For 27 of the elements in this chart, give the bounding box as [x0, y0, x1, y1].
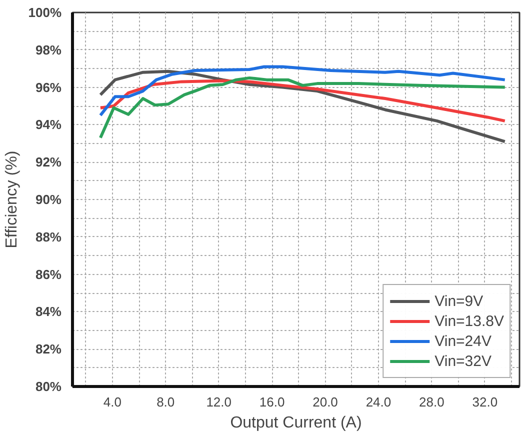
y-tick-label: 80%: [35, 379, 62, 394]
y-tick-label: 96%: [35, 80, 62, 95]
x-tick-label: 16.0: [259, 394, 285, 410]
y-tick-label: 88%: [35, 229, 62, 244]
x-axis-title: Output Current (A): [230, 414, 362, 432]
line-series: [98, 65, 506, 117]
legend-label: Vin=32V: [434, 352, 492, 370]
x-tick-label: 12.0: [206, 394, 232, 410]
y-tick-label: 82%: [35, 342, 62, 357]
x-tick-label: 20.0: [312, 394, 338, 410]
x-tick-label: 28.0: [419, 394, 444, 410]
y-tick-label: 94%: [35, 117, 62, 132]
x-tick-label: 8.0: [156, 394, 175, 410]
x-tick-label: 32.0: [472, 394, 498, 410]
legend-label: Vin=13.8V: [434, 312, 504, 330]
x-tick-label: 24.0: [366, 394, 392, 410]
y-tick-label: 92%: [35, 154, 62, 170]
y-tick-label: 98%: [35, 42, 62, 58]
y-tick-label: 84%: [35, 304, 62, 320]
y-tick-label: 86%: [35, 266, 62, 282]
y-axis-title: Efficiency (%): [3, 150, 20, 248]
line-series: [98, 79, 506, 122]
y-tick-label: 100%: [28, 5, 62, 20]
x-tick-label: 4.0: [103, 394, 122, 410]
y-tick-label: 90%: [35, 192, 62, 207]
legend-label: Vin=24V: [434, 332, 492, 350]
legend-label: Vin=9V: [434, 292, 484, 310]
